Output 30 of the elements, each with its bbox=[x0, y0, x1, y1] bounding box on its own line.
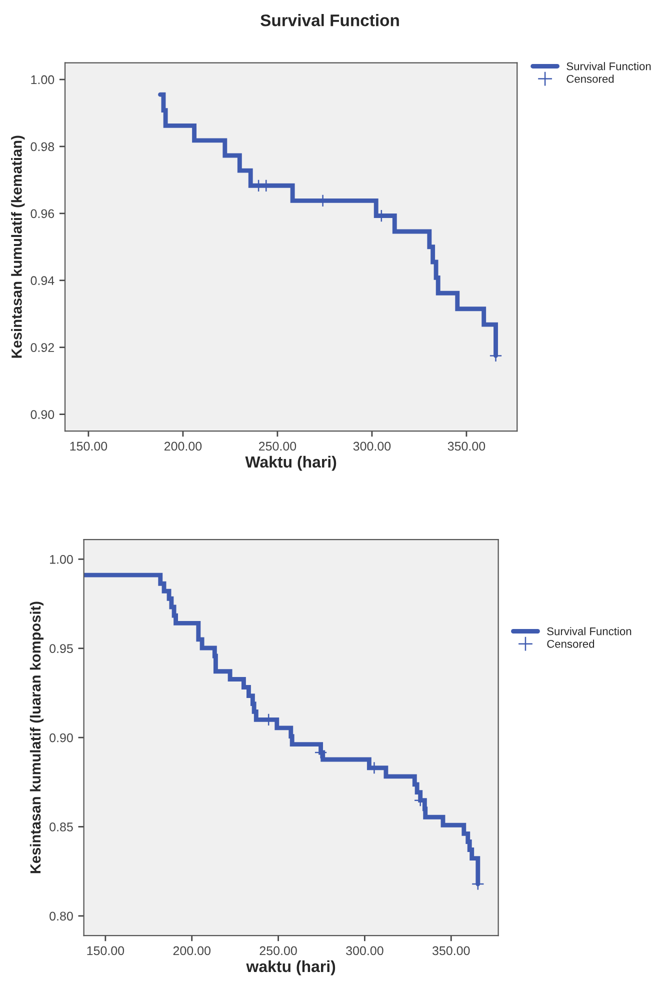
x-tick-label: 250.00 bbox=[258, 442, 296, 451]
y-tick-label: 0.85 bbox=[50, 822, 73, 832]
x-axis-title: waktu (hari) bbox=[246, 960, 336, 976]
y-axis-title: Kesintasan kumulatif (kematian) bbox=[11, 136, 25, 358]
y-tick-label: 0.95 bbox=[50, 644, 73, 654]
y-tick-label: 0.94 bbox=[30, 276, 54, 286]
y-tick-label: 0.90 bbox=[50, 733, 73, 742]
y-tick-label: 1.00 bbox=[31, 75, 54, 84]
y-tick-label: 0.90 bbox=[30, 410, 54, 419]
legend-label: Survival Function bbox=[547, 627, 632, 636]
x-tick-label: 350.00 bbox=[432, 946, 470, 956]
y-tick-label: 0.80 bbox=[50, 912, 73, 921]
y-tick-label: 0.98 bbox=[30, 142, 54, 152]
legend-label: Survival Function bbox=[566, 62, 651, 70]
x-tick-label: 200.00 bbox=[173, 946, 210, 956]
x-tick-label: 300.00 bbox=[353, 442, 391, 451]
x-tick-label: 250.00 bbox=[260, 946, 297, 956]
x-tick-label: 150.00 bbox=[87, 946, 124, 956]
y-tick-label: 1.00 bbox=[50, 554, 73, 564]
x-axis-title: Waktu (hari) bbox=[245, 456, 336, 471]
y-tick-label: 0.96 bbox=[30, 209, 54, 218]
legend-label: Censored bbox=[547, 640, 594, 648]
x-tick-label: 200.00 bbox=[164, 442, 202, 451]
chart-title: Survival Function bbox=[260, 14, 399, 26]
x-tick-label: 150.00 bbox=[70, 442, 108, 451]
legend-label: Censored bbox=[566, 74, 614, 83]
x-tick-label: 300.00 bbox=[346, 946, 384, 956]
y-axis-title: Kesintasan kumulatif (luaran komposit) bbox=[30, 602, 44, 874]
y-tick-label: 0.92 bbox=[30, 343, 54, 352]
x-tick-label: 350.00 bbox=[448, 442, 486, 451]
